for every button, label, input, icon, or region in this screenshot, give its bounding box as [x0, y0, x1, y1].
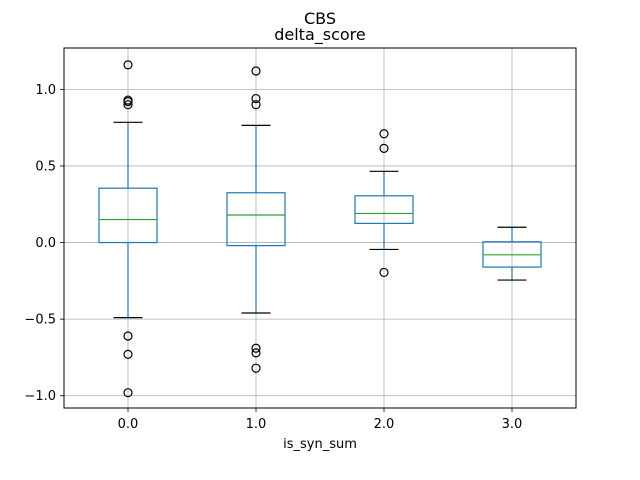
plot-area	[98, 60, 542, 398]
box-group	[482, 226, 542, 281]
outlier-point	[379, 143, 389, 153]
axes: −1.0 −0.5 0.0 0.5 1.0 0.0 1.0 2.0 3.0	[24, 83, 522, 432]
box-group	[354, 129, 414, 278]
x-tick-label: 1.0	[246, 417, 267, 432]
outlier-point	[251, 93, 261, 104]
box-group	[226, 66, 286, 373]
iqr-box	[98, 187, 158, 244]
outlier-point	[123, 349, 133, 359]
outlier-point	[251, 363, 261, 373]
chart-title: delta_score	[274, 25, 366, 45]
grid	[64, 48, 576, 408]
outlier-point	[123, 60, 133, 70]
y-tick-label: 0.0	[35, 236, 56, 251]
outlier-point	[379, 267, 389, 278]
y-tick-label: 1.0	[35, 83, 56, 98]
axes-frame	[63, 47, 577, 409]
outlier-point	[379, 129, 389, 139]
outlier-point	[123, 97, 133, 107]
outlier-point	[123, 388, 133, 398]
outlier-point	[251, 343, 261, 353]
x-axis-label: is_syn_sum	[283, 437, 357, 452]
outlier-point	[123, 331, 133, 341]
iqr-box	[226, 192, 286, 247]
outlier-point	[251, 66, 261, 76]
box-group	[98, 60, 158, 398]
iqr-box	[354, 195, 414, 225]
y-tick-label: −1.0	[24, 389, 56, 404]
outlier-point	[123, 100, 133, 110]
x-tick-label: 0.0	[118, 417, 139, 432]
x-tick-label: 3.0	[502, 417, 523, 432]
y-tick-label: 0.5	[35, 159, 56, 174]
chart-suptitle: CBS	[304, 9, 336, 28]
x-tick-label: 2.0	[374, 417, 395, 432]
y-tick-label: −0.5	[24, 313, 56, 328]
outlier-point	[251, 100, 261, 110]
outlier-point	[251, 348, 261, 358]
